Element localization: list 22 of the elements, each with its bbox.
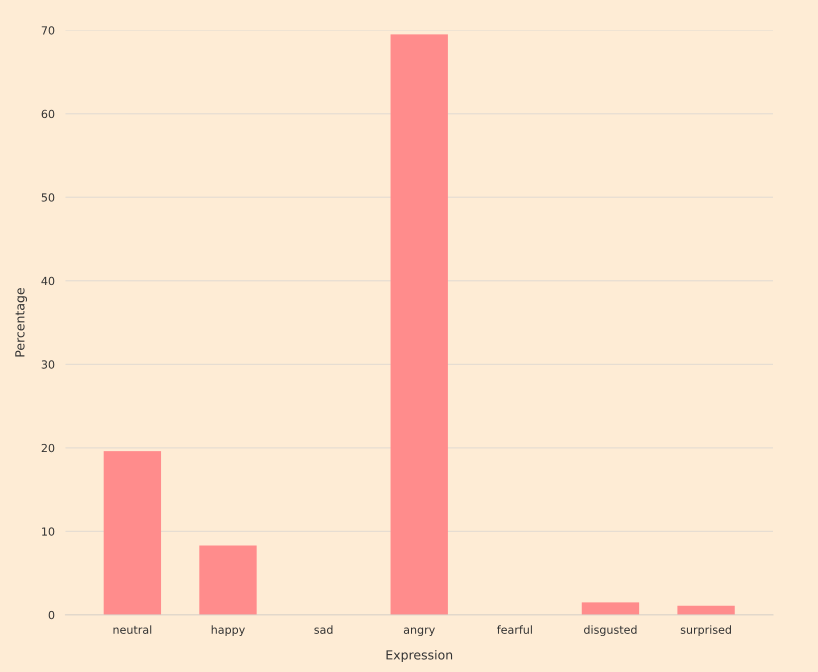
y-tick-label: 60 xyxy=(42,110,54,118)
y-tick-label: 40 xyxy=(41,276,54,286)
bar xyxy=(199,546,257,615)
x-tick-label: neutral xyxy=(114,625,152,634)
y-tick-label: 10 xyxy=(42,527,54,536)
y-tick-label: 70 xyxy=(42,26,54,35)
y-axis-title: Percentage xyxy=(15,288,27,356)
x-tick-label: happy xyxy=(212,625,245,636)
bar xyxy=(677,606,735,615)
x-tick-label: angry xyxy=(404,628,435,636)
bar xyxy=(390,34,448,615)
y-tick-label: 30 xyxy=(42,360,54,369)
bar xyxy=(582,602,640,615)
y-tick-label: 50 xyxy=(42,193,54,202)
x-tick-label: disgusted xyxy=(584,625,636,636)
y-tick-label: 20 xyxy=(42,444,54,452)
x-axis-title: Expression xyxy=(386,650,452,662)
x-tick-label: surprised xyxy=(680,625,731,636)
x-tick-label: fearful xyxy=(497,625,532,634)
x-tick-label: sad xyxy=(314,625,332,634)
bar xyxy=(104,451,162,615)
y-tick-label: 0 xyxy=(48,610,54,620)
